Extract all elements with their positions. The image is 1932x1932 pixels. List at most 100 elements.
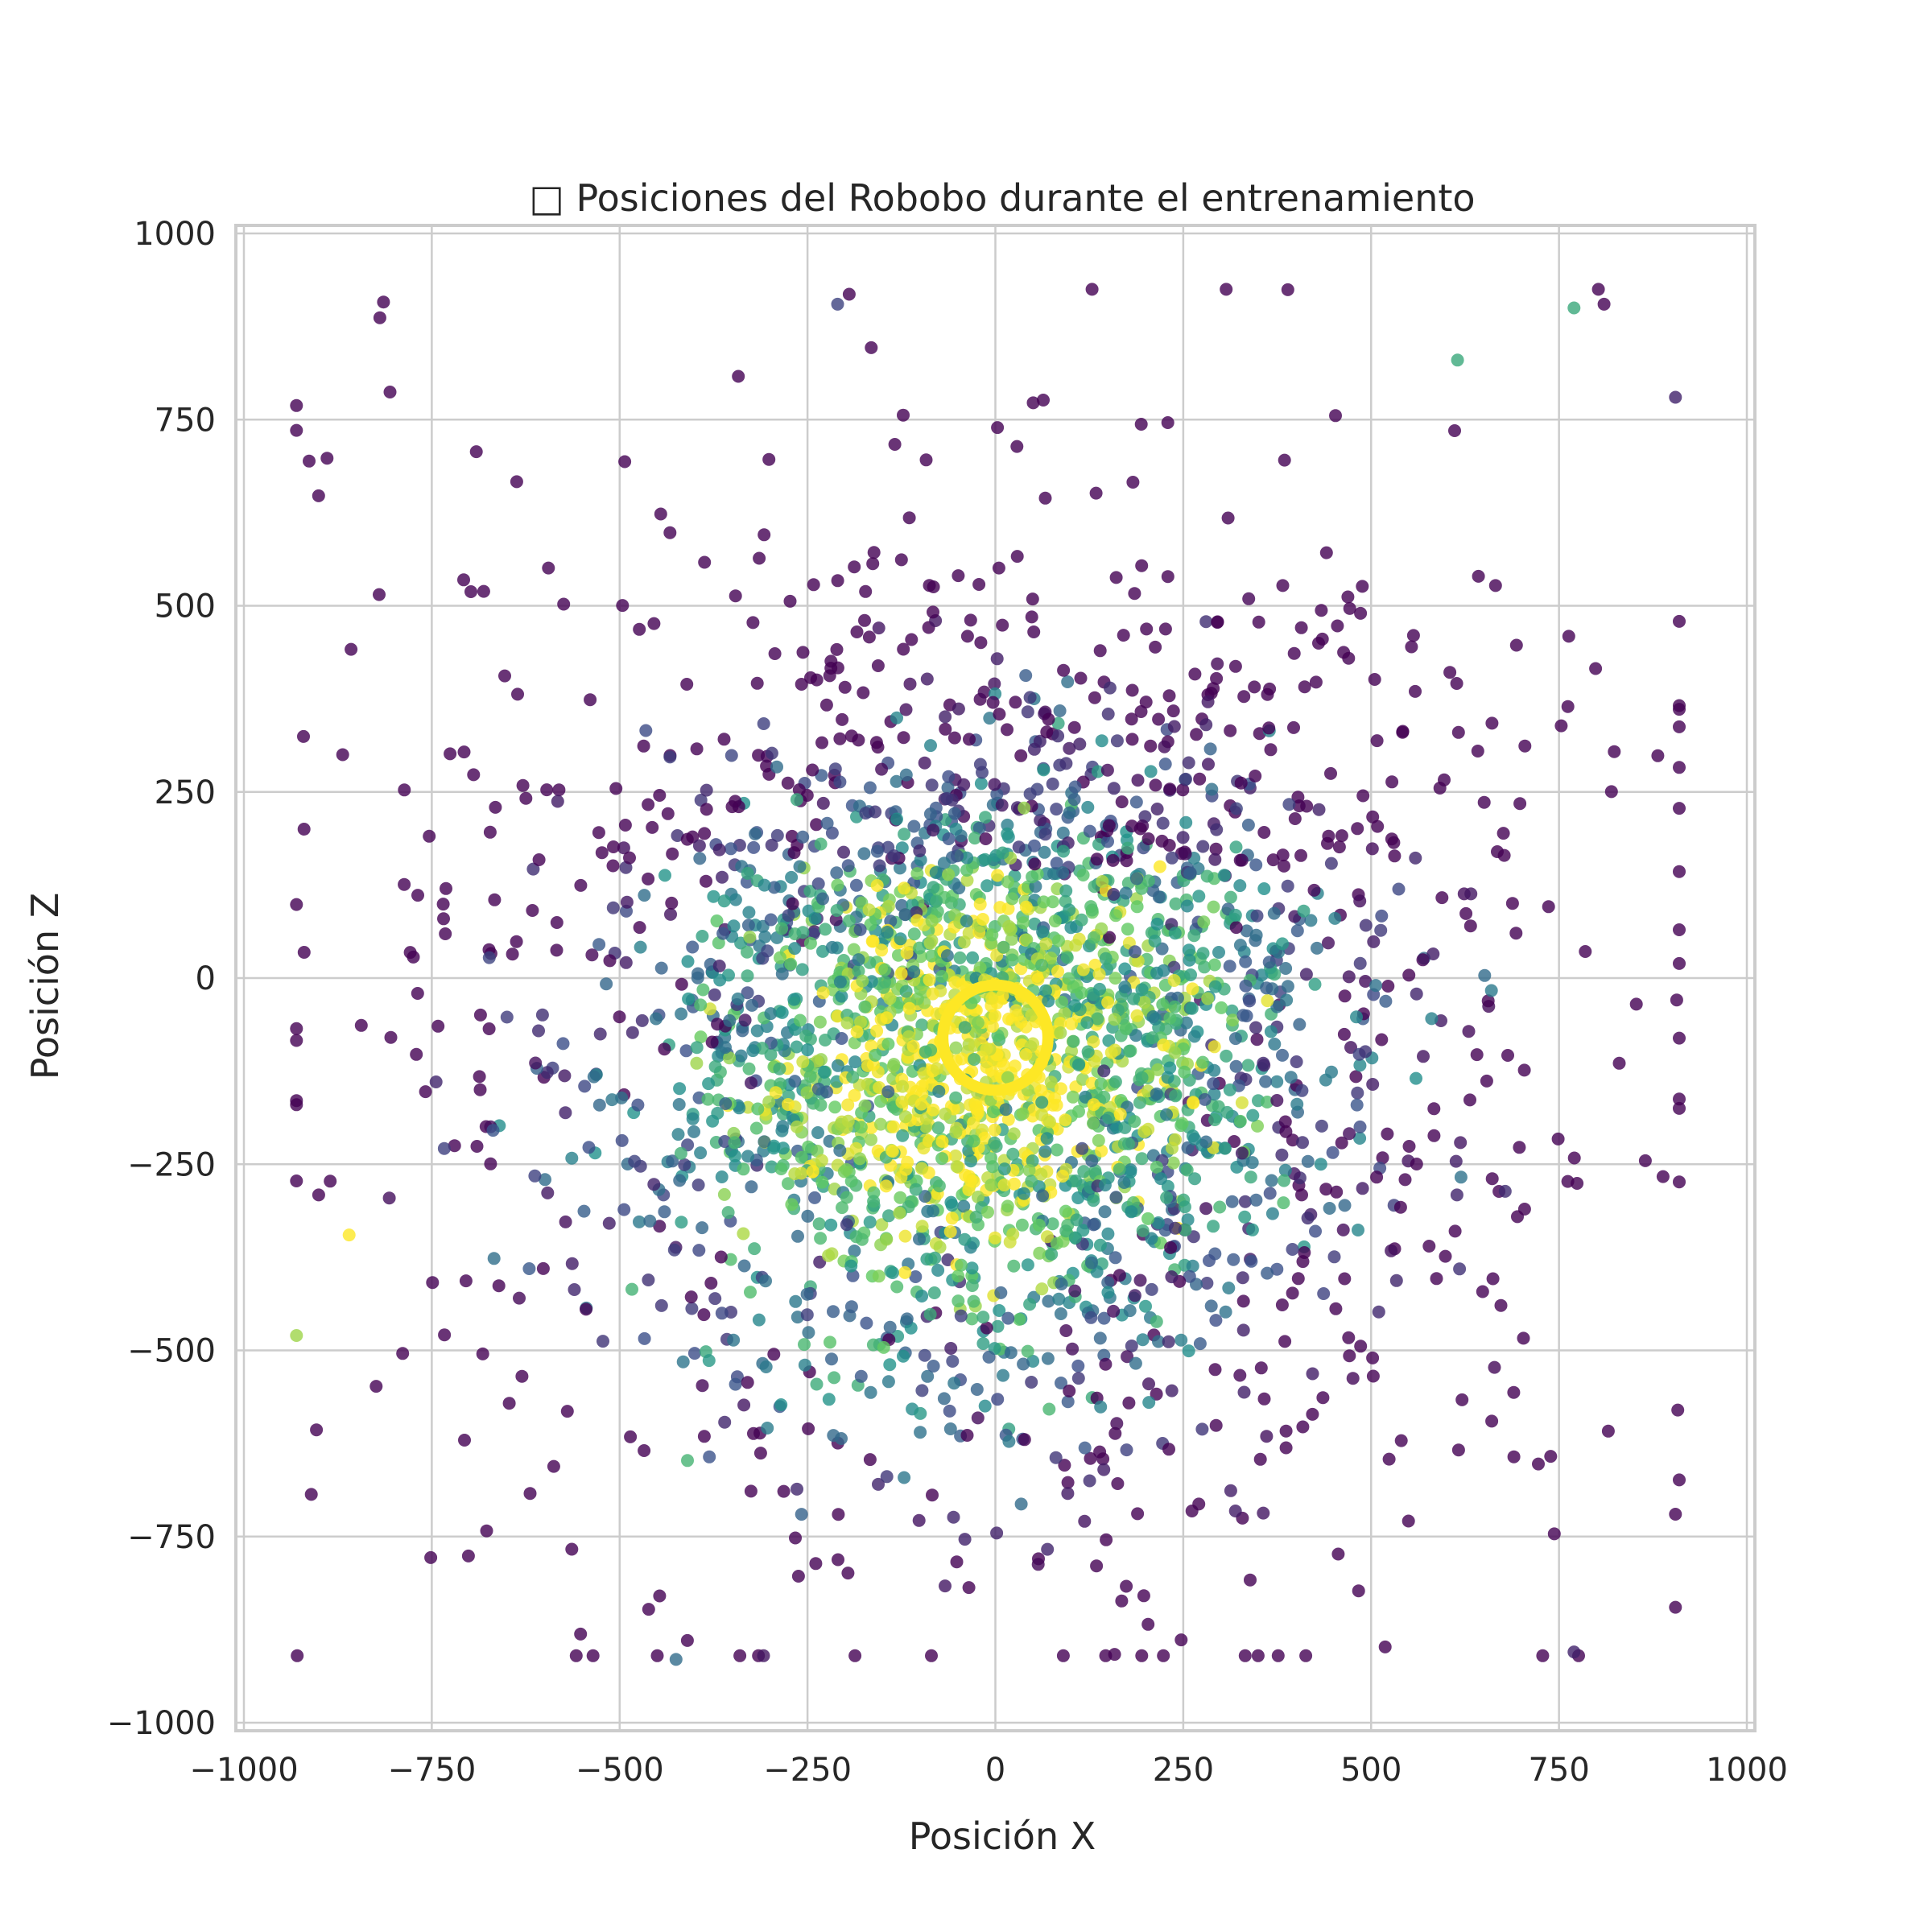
scatter-point — [642, 1274, 655, 1286]
scatter-point — [888, 438, 902, 451]
scatter-point — [1267, 906, 1281, 920]
scatter-point — [920, 672, 934, 686]
scatter-point — [895, 1096, 909, 1108]
scatter-point — [848, 1088, 861, 1102]
scatter-point — [957, 1199, 971, 1213]
scatter-point — [1260, 981, 1274, 995]
scatter-point — [925, 914, 939, 927]
scatter-point — [1463, 1093, 1476, 1107]
scatter-point — [990, 1526, 1004, 1540]
scatter-point — [1402, 1514, 1415, 1528]
scatter-point — [914, 1406, 927, 1420]
scatter-point — [369, 1380, 383, 1393]
scatter-point — [1108, 1648, 1121, 1662]
scatter-point — [986, 1160, 1000, 1174]
scatter-point — [1612, 1056, 1626, 1070]
scatter-point — [694, 998, 708, 1012]
scatter-point — [1233, 1368, 1247, 1382]
scatter-point — [1229, 921, 1243, 935]
scatter-point — [1507, 1385, 1521, 1399]
scatter-point — [727, 1333, 741, 1347]
scatter-point — [1093, 1238, 1107, 1252]
scatter-point — [848, 1245, 861, 1257]
scatter-point — [1188, 1172, 1202, 1186]
x-tick-label: 500 — [1340, 1752, 1402, 1789]
scatter-point — [937, 1392, 951, 1406]
scatter-point — [899, 768, 913, 782]
scatter-point — [1085, 283, 1099, 296]
scatter-point — [1183, 943, 1195, 957]
scatter-point — [791, 1311, 804, 1324]
scatter-point — [923, 973, 936, 987]
scatter-point — [1163, 782, 1177, 796]
scatter-point — [776, 1120, 790, 1133]
scatter-point — [1066, 1342, 1080, 1356]
scatter-point — [1115, 795, 1129, 809]
scatter-point — [829, 913, 843, 927]
scatter-point — [866, 557, 880, 571]
scatter-point — [983, 712, 997, 725]
scatter-point — [1001, 1071, 1014, 1084]
scatter-point — [1168, 1046, 1182, 1059]
scatter-point — [1134, 705, 1148, 718]
scatter-point — [1110, 1417, 1124, 1430]
scatter-point — [1353, 1059, 1367, 1072]
scatter-point — [979, 811, 992, 824]
scatter-point — [986, 696, 1000, 709]
scatter-point — [1200, 1277, 1214, 1290]
scatter-point — [681, 955, 695, 968]
scatter-point — [1278, 1335, 1292, 1348]
scatter-point — [488, 893, 502, 906]
scatter-point — [1161, 416, 1174, 429]
scatter-point — [1023, 691, 1037, 704]
scatter-point — [1249, 858, 1263, 872]
scatter-point — [1045, 1248, 1059, 1261]
scatter-point — [1193, 772, 1207, 786]
scatter-point — [1135, 1071, 1149, 1084]
scatter-point — [1059, 1224, 1073, 1238]
scatter-point — [881, 1375, 895, 1389]
scatter-point — [1245, 1223, 1259, 1236]
scatter-point — [1050, 1236, 1063, 1250]
scatter-point — [919, 453, 933, 467]
scatter-point — [789, 1531, 802, 1545]
scatter-point — [1181, 1141, 1195, 1154]
scatter-point — [1233, 939, 1247, 952]
scatter-point — [634, 940, 647, 954]
scatter-point — [1253, 727, 1266, 741]
y-axis-label: Posición Z — [23, 893, 67, 1080]
scatter-point — [1129, 945, 1141, 959]
scatter-point — [633, 622, 646, 636]
scatter-point — [993, 901, 1007, 914]
scatter-point — [838, 680, 852, 694]
scatter-point — [932, 1084, 946, 1098]
scatter-point — [1233, 1114, 1247, 1128]
scatter-point — [1517, 1331, 1530, 1345]
scatter-point — [1186, 982, 1199, 996]
scatter-point — [1133, 1274, 1147, 1287]
scatter-point — [716, 927, 730, 940]
scatter-point — [1042, 994, 1055, 1008]
scatter-point — [1174, 1633, 1188, 1647]
scatter-point — [1122, 1137, 1135, 1150]
scatter-point — [1257, 1506, 1270, 1520]
scatter-point — [991, 1319, 1005, 1333]
scatter-point — [519, 791, 533, 805]
scatter-point — [1270, 1075, 1284, 1088]
scatter-point — [1233, 879, 1247, 893]
scatter-point — [1038, 828, 1052, 841]
scatter-point — [1099, 1357, 1113, 1371]
scatter-point — [870, 844, 884, 858]
scatter-point — [1290, 1097, 1304, 1111]
scatter-point — [419, 1085, 432, 1099]
scatter-point — [1063, 806, 1076, 819]
scatter-point — [1249, 928, 1263, 942]
scatter-point — [1335, 829, 1348, 843]
scatter-point — [1359, 919, 1373, 932]
scatter-point — [939, 1579, 952, 1593]
scatter-point — [898, 1471, 911, 1484]
scatter-point — [1069, 1174, 1083, 1187]
scatter-point — [890, 1280, 904, 1294]
scatter-point — [1257, 826, 1271, 839]
scatter-point — [931, 1264, 945, 1277]
